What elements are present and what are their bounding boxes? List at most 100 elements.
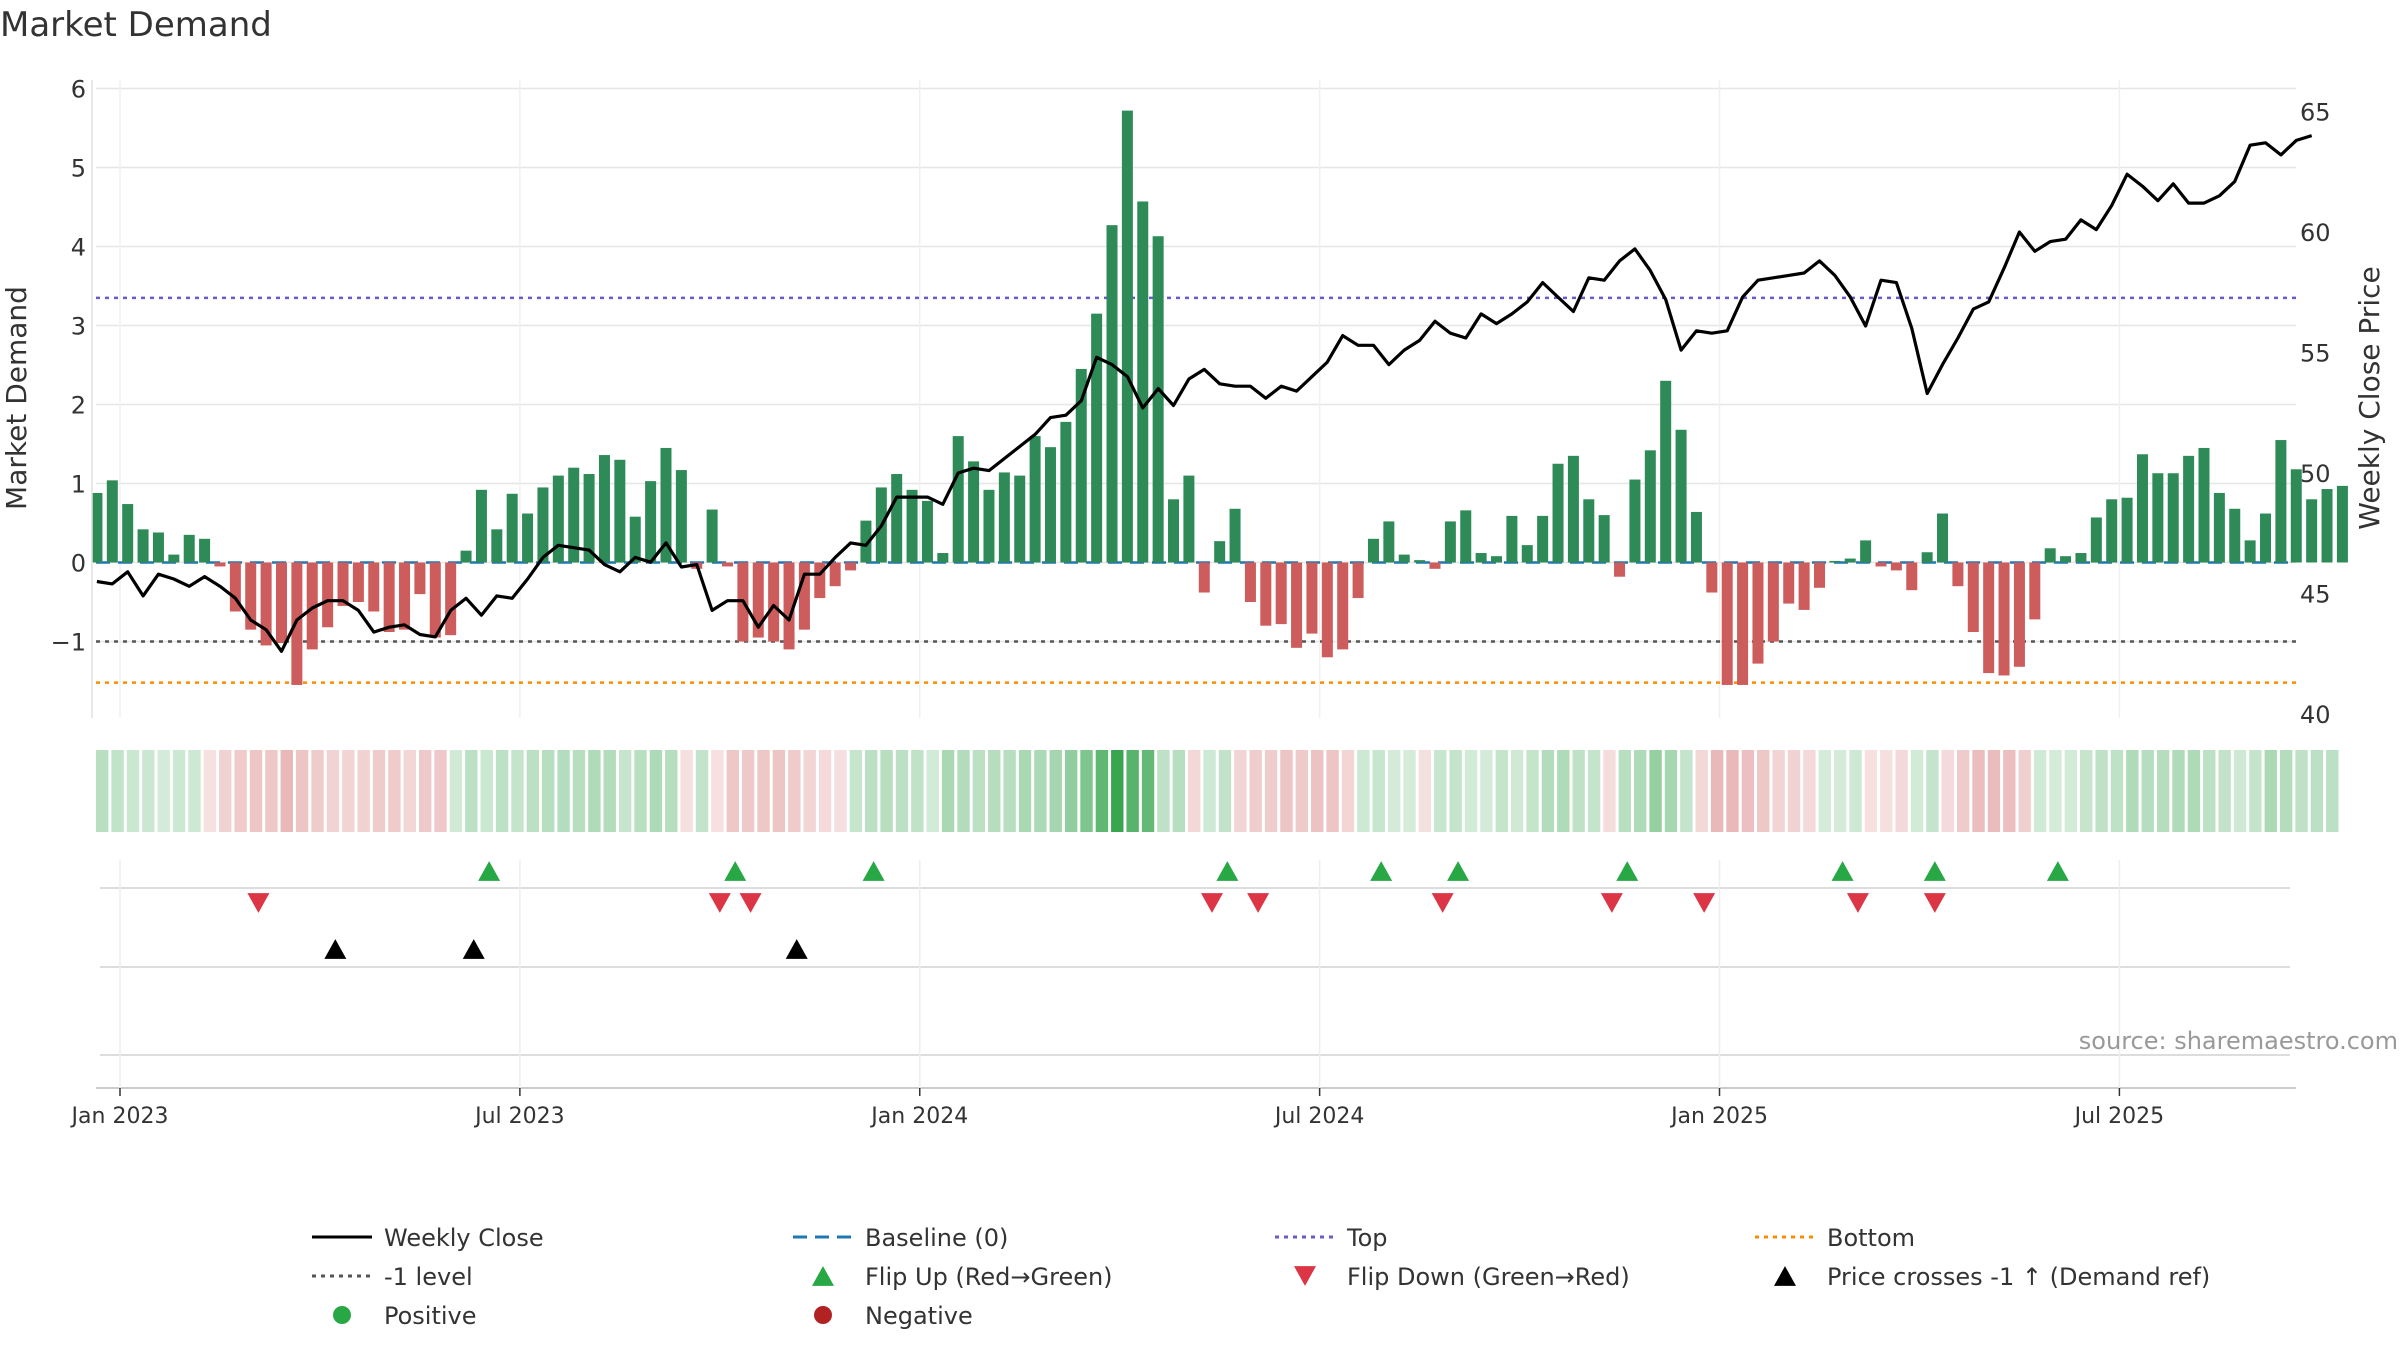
reference-lines	[96, 296, 2296, 684]
demand-bar-119	[1921, 552, 1933, 563]
demand-bar-16	[337, 562, 349, 606]
heat-cell-109	[1772, 750, 1785, 832]
demand-bar-55	[937, 553, 949, 563]
heat-cell-36	[649, 750, 663, 832]
heat-cell-60	[1018, 750, 1032, 832]
x-axis: Jan 2023 Jul 2023 Jan 2024 Jul 2024 Jan 2025…	[70, 1088, 2165, 1129]
y-tick-label-right-2: 55	[2300, 340, 2331, 368]
heat-cell-118	[1910, 750, 1924, 832]
price-cross-marker-2	[785, 939, 808, 959]
demand-bar-2	[122, 504, 134, 563]
legend-label-6: Flip Down (Green→Red)	[1347, 1263, 1630, 1291]
demand-bar-112	[1813, 562, 1825, 588]
heat-cell-121	[1956, 750, 1970, 832]
flip-up-marker-4	[1370, 861, 1393, 881]
heat-cell-45	[788, 750, 801, 832]
heat-cell-102	[1664, 750, 1678, 832]
demand-bar-134	[2152, 473, 2164, 563]
demand-bar-23	[445, 562, 457, 636]
demand-bar-18	[368, 562, 380, 612]
signal-gridlines	[96, 860, 2296, 1090]
heat-cell-103	[1680, 750, 1693, 832]
heat-cell-82	[1357, 750, 1370, 832]
x-tick-label-4: Jan 2025	[1669, 1104, 1768, 1129]
heat-cell-126	[2033, 750, 2047, 832]
heat-cell-89	[1464, 750, 1478, 832]
flip-up-marker-7	[1831, 861, 1854, 881]
heat-cell-143	[2295, 750, 2308, 832]
heat-cell-7	[203, 750, 217, 832]
demand-bar-139	[2229, 508, 2241, 563]
heat-cell-34	[618, 750, 632, 832]
flip-down-marker-4	[1247, 893, 1270, 913]
y-axis-label-left: Market Demand	[0, 286, 33, 510]
demand-bar-20	[399, 562, 411, 630]
flip-down-marker-5	[1431, 893, 1454, 913]
x-tick-label-1: Jul 2023	[473, 1104, 565, 1129]
demand-bar-129	[2075, 553, 2087, 563]
demand-bar-85	[1398, 554, 1410, 563]
heat-cell-108	[1757, 750, 1770, 832]
heat-cell-123	[1987, 750, 2001, 832]
demand-bar-56	[952, 436, 964, 563]
demand-bar-100	[1629, 479, 1641, 563]
y-tick-label-right-1: 60	[2300, 219, 2331, 247]
flip-up-marker-9	[2046, 861, 2069, 881]
demand-bar-0	[91, 492, 103, 563]
demand-bar-50	[860, 520, 872, 563]
heat-cell-71	[1187, 750, 1201, 832]
heat-cell-27	[511, 750, 524, 832]
demand-bar-8	[214, 562, 226, 567]
heat-cell-11	[265, 750, 278, 832]
heat-cell-39	[695, 750, 709, 832]
heat-cell-132	[2126, 750, 2139, 832]
demand-bar-3	[137, 529, 149, 563]
legend-item-5: Flip Up (Red→Green)	[812, 1263, 1113, 1291]
heat-cell-21	[418, 750, 432, 832]
demand-bar-58	[983, 489, 995, 563]
heat-cell-131	[2110, 750, 2124, 832]
demand-bar-115	[1860, 540, 1872, 563]
x-tick-label-5: Jul 2025	[2073, 1104, 2165, 1129]
demand-bar-22	[429, 562, 441, 638]
heat-cell-135	[2172, 750, 2185, 832]
heat-cell-67	[1126, 750, 1139, 832]
flip-up-marker-5	[1447, 861, 1470, 881]
heat-cell-97	[1587, 750, 1601, 832]
legend-item-6: Flip Down (Green→Red)	[1294, 1263, 1630, 1291]
demand-bar-111	[1798, 562, 1810, 610]
demand-bar-1	[106, 480, 118, 563]
demand-bar-140	[2244, 540, 2256, 563]
demand-bar-48	[829, 562, 841, 587]
heat-cell-134	[2156, 750, 2170, 832]
heat-cell-53	[911, 750, 924, 832]
heat-cell-129	[2080, 750, 2093, 832]
heat-cell-37	[665, 750, 678, 832]
flip-up-marker-0	[478, 861, 501, 881]
heat-cell-94	[1541, 750, 1555, 832]
demand-bar-27	[506, 493, 518, 563]
demand-bar-108	[1752, 562, 1764, 664]
demand-bar-109	[1767, 562, 1779, 642]
heat-cell-24	[465, 750, 478, 832]
demand-bar-137	[2198, 447, 2210, 563]
heat-cell-12	[280, 750, 293, 832]
demand-bar-126	[2029, 562, 2041, 620]
demand-bar-43	[752, 562, 764, 638]
demand-bar-68	[1137, 201, 1149, 563]
heat-cell-138	[2218, 750, 2231, 832]
heat-cell-23	[449, 750, 463, 832]
demand-bar-122	[1967, 562, 1979, 633]
heat-cell-120	[1941, 750, 1954, 832]
flip-up-marker-3	[1216, 861, 1239, 881]
demand-bar-96	[1567, 455, 1579, 563]
heat-cell-38	[680, 750, 693, 832]
price-cross-marker-0	[324, 939, 347, 959]
y-tick-label-left-7: −1	[51, 629, 86, 657]
heat-cell-76	[1264, 750, 1278, 832]
demand-bar-80	[1321, 562, 1333, 658]
heat-cell-141	[2264, 750, 2277, 832]
legend-swatch-8	[333, 1306, 351, 1324]
demand-bar-44	[768, 562, 780, 642]
